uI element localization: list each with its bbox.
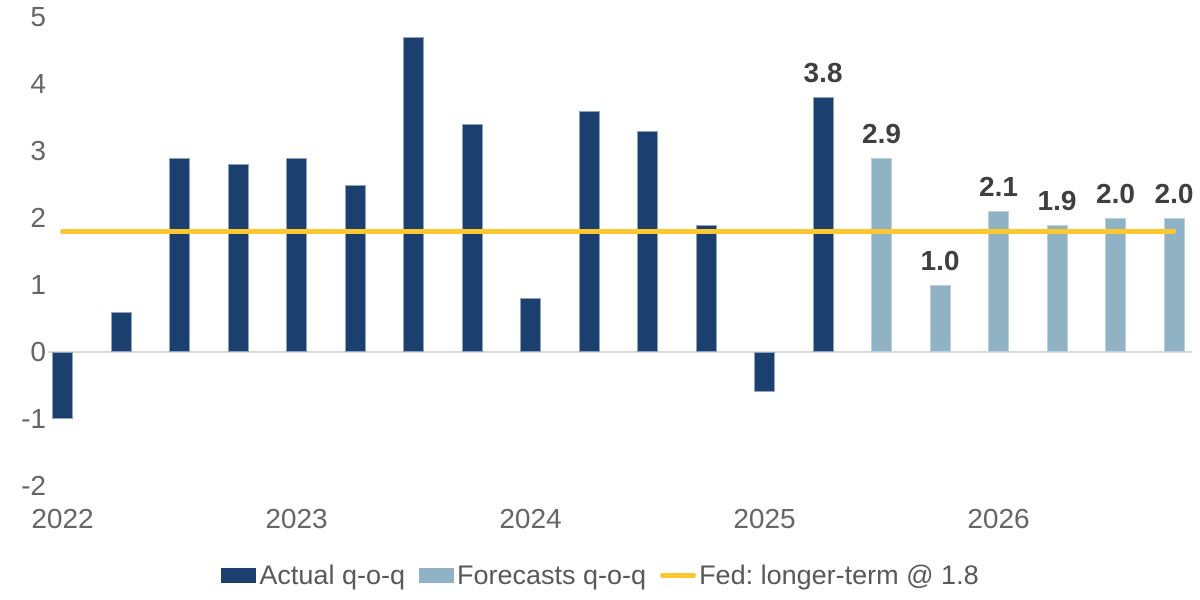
bar-value-label: 2.9 xyxy=(862,117,901,149)
bar-actual-2025-q1 xyxy=(754,352,775,393)
y-axis-label: 1 xyxy=(30,269,46,300)
bar-forecasts-2026-q1 xyxy=(988,211,1009,352)
y-axis-label: 2 xyxy=(30,202,46,233)
legend: Actual q-o-q Forecasts q-o-q Fed: longer… xyxy=(0,560,1200,591)
legend-fed-label: Fed: longer-term @ 1.8 xyxy=(699,560,979,590)
legend-actual-label: Actual q-o-q xyxy=(259,560,405,590)
bar-actual-2023-q2 xyxy=(344,184,366,352)
x-axis-label-2022: 2022 xyxy=(31,503,94,534)
bar-actual-2022-q3 xyxy=(169,157,190,352)
fed-longer-term-line xyxy=(60,228,1176,234)
bar-value-label: 3.8 xyxy=(803,57,843,89)
y-axis-label: -2 xyxy=(21,470,46,501)
y-axis-label: 5 xyxy=(30,1,46,32)
bar-actual-2022-q4 xyxy=(227,164,249,352)
bar-actual-2025-q2 xyxy=(812,97,834,352)
bar-actual-2023-q4 xyxy=(461,124,483,352)
bar-actual-2022-q2 xyxy=(110,311,132,352)
forecast-series-swatch xyxy=(418,568,454,583)
x-axis-label-2026: 2026 xyxy=(967,503,1030,534)
actual-series-swatch xyxy=(221,568,257,583)
y-axis-label: 0 xyxy=(30,336,46,367)
bar-value-label: 2.1 xyxy=(979,171,1018,203)
bar-actual-2024-q3 xyxy=(637,130,658,352)
bar-forecasts-2026-q4 xyxy=(1163,218,1185,352)
bar-forecasts-2025-q3 xyxy=(871,157,892,352)
x-axis-label-2025: 2025 xyxy=(733,503,796,534)
bar-actual-2022-q1 xyxy=(52,352,73,419)
bar-actual-2023-q1 xyxy=(286,157,307,352)
bar-forecasts-2025-q4 xyxy=(929,285,951,352)
bar-value-label: 2.0 xyxy=(1096,178,1135,209)
bar-actual-2024-q4 xyxy=(695,224,717,352)
bar-value-label: 2.0 xyxy=(1154,178,1194,209)
legend-item-fed-line: Fed: longer-term @ 1.8 xyxy=(660,560,979,591)
x-axis-label-2023: 2023 xyxy=(265,503,328,534)
y-axis-label: 3 xyxy=(30,135,46,166)
bar-forecasts-2026-q3 xyxy=(1105,218,1126,352)
bar-actual-2024-q1 xyxy=(520,298,541,352)
bar-actual-2023-q3 xyxy=(403,37,424,352)
zero-baseline xyxy=(48,351,1192,353)
x-axis-label-2024: 2024 xyxy=(499,503,562,534)
bar-value-label: 1.0 xyxy=(920,245,960,276)
y-axis-label: 4 xyxy=(30,68,46,99)
bar-value-label: 1.9 xyxy=(1037,184,1077,216)
bar-forecasts-2026-q2 xyxy=(1046,224,1068,352)
legend-forecast-label: Forecasts q-o-q xyxy=(456,560,647,590)
legend-item-actual: Actual q-o-q xyxy=(221,560,405,591)
fed-line-swatch xyxy=(660,573,697,578)
legend-item-forecast: Forecasts q-o-q xyxy=(418,560,647,591)
y-axis-label: -1 xyxy=(21,403,46,434)
